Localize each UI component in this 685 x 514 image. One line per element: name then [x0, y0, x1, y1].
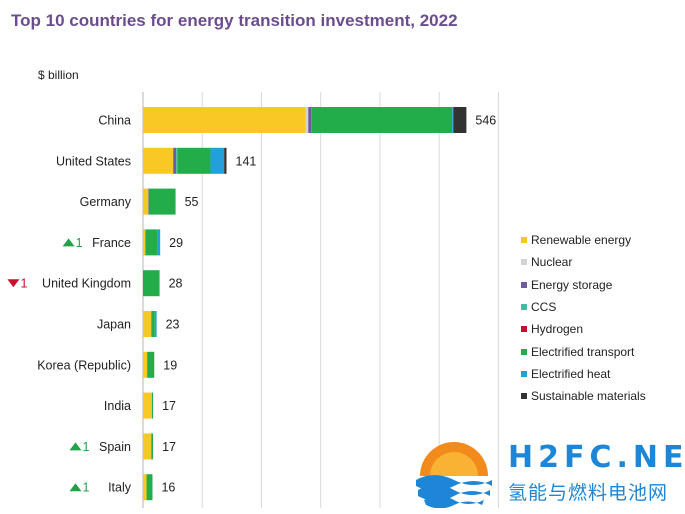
value-label: 141 [236, 154, 257, 168]
legend-swatch [521, 281, 527, 288]
bar-segment [177, 147, 211, 174]
legend-item: Nuclear [521, 251, 646, 273]
chart-title: Top 10 countries for energy transition i… [11, 11, 458, 30]
unit-label: $ billion [38, 68, 79, 82]
value-labels: 546 141 55 29 28 23 19 17 17 16 [161, 114, 496, 495]
legend: Renewable energy Nuclear Energy storage CCS… [521, 229, 646, 407]
watermark-logo-icon [416, 442, 492, 508]
watermark-subtext: 氢能与燃料电池网 [508, 482, 669, 504]
legend-label: Nuclear [531, 255, 573, 270]
value-label: 23 [166, 318, 180, 332]
rank-change-label: 1 [20, 277, 27, 291]
legend-swatch [521, 370, 527, 377]
category-label: United Kingdom [42, 277, 131, 291]
watermark-text: H2FC.NET [508, 440, 685, 475]
watermark: H2FC.NET 氢能与燃料电池网 [412, 436, 685, 508]
rank-up-triangle-icon [69, 483, 82, 492]
bar-segment [154, 311, 157, 337]
legend-label: Hydrogen [531, 322, 584, 337]
category-labels: China United States Germany France 1 United K… [7, 114, 132, 495]
legend-item: Electrified heat [521, 363, 646, 385]
bar-segment [143, 107, 306, 133]
bar-segment [173, 147, 177, 174]
bar-segment [311, 107, 453, 133]
category-label: France [92, 236, 131, 250]
legend-item: Hydrogen [521, 318, 646, 340]
value-label: 546 [475, 114, 496, 128]
legend-item: Sustainable materials [521, 385, 646, 407]
bar-segment [210, 147, 225, 174]
legend-label: Energy storage [531, 277, 613, 292]
bar-segment [151, 311, 155, 337]
value-label: 17 [162, 399, 176, 413]
bar-segment [143, 147, 174, 174]
bar-segment [148, 188, 176, 215]
legend-swatch [521, 304, 527, 311]
category-label: Germany [80, 195, 132, 209]
bar-segment [143, 229, 146, 256]
category-label: United States [56, 154, 131, 168]
legend-label: CCS [531, 300, 557, 315]
legend-item: CCS [521, 296, 646, 318]
legend-swatch [521, 326, 527, 333]
bar-segment [143, 474, 147, 501]
category-label: Italy [108, 481, 132, 495]
legend-swatch [521, 348, 527, 355]
rank-change-label: 1 [83, 440, 90, 454]
legend-item: Renewable energy [521, 229, 646, 251]
bar-segment [453, 107, 467, 133]
bar-segment [148, 188, 149, 215]
value-label: 29 [169, 236, 183, 250]
bar-segment [157, 229, 161, 256]
category-label: Spain [99, 440, 131, 454]
legend-swatch [521, 259, 527, 266]
rank-down-triangle-icon [7, 279, 20, 288]
legend-label: Electrified heat [531, 366, 611, 381]
bar-segment [305, 107, 309, 133]
bar-segment [147, 351, 155, 378]
value-label: 17 [162, 440, 176, 454]
legend-label: Renewable energy [531, 233, 632, 248]
legend-swatch [521, 393, 527, 400]
category-label: India [104, 399, 131, 413]
value-label: 19 [163, 358, 177, 372]
rank-change-label: 1 [83, 481, 90, 495]
bar-segment [224, 147, 227, 174]
rank-up-triangle-icon [62, 238, 75, 247]
bar-segment [145, 229, 158, 256]
bar-segment [151, 392, 154, 419]
bar-segment [143, 188, 149, 215]
value-label: 16 [161, 481, 175, 495]
rank-change-label: 1 [76, 236, 83, 250]
bar-segment [146, 474, 153, 501]
bar-segment [452, 107, 454, 133]
category-label: China [98, 114, 131, 128]
category-label: Japan [97, 318, 131, 332]
legend-item: Energy storage [521, 274, 646, 296]
bar-segment [151, 433, 154, 460]
bar-segment [143, 392, 152, 419]
bar-segment [143, 311, 152, 337]
legend-swatch [521, 237, 527, 244]
rank-up-triangle-icon [69, 442, 82, 451]
bar-segment [143, 270, 160, 297]
bar-segment [143, 433, 152, 460]
legend-label: Electrified transport [531, 344, 635, 359]
value-label: 55 [185, 195, 199, 209]
value-label: 28 [169, 277, 183, 291]
bar-segment [176, 147, 178, 174]
category-label: Korea (Republic) [37, 358, 131, 372]
bar-segment [308, 107, 312, 133]
legend-label: Sustainable materials [531, 389, 646, 404]
bar-segment [143, 351, 148, 378]
legend-item: Electrified transport [521, 340, 646, 362]
bar-stacks [143, 107, 467, 501]
